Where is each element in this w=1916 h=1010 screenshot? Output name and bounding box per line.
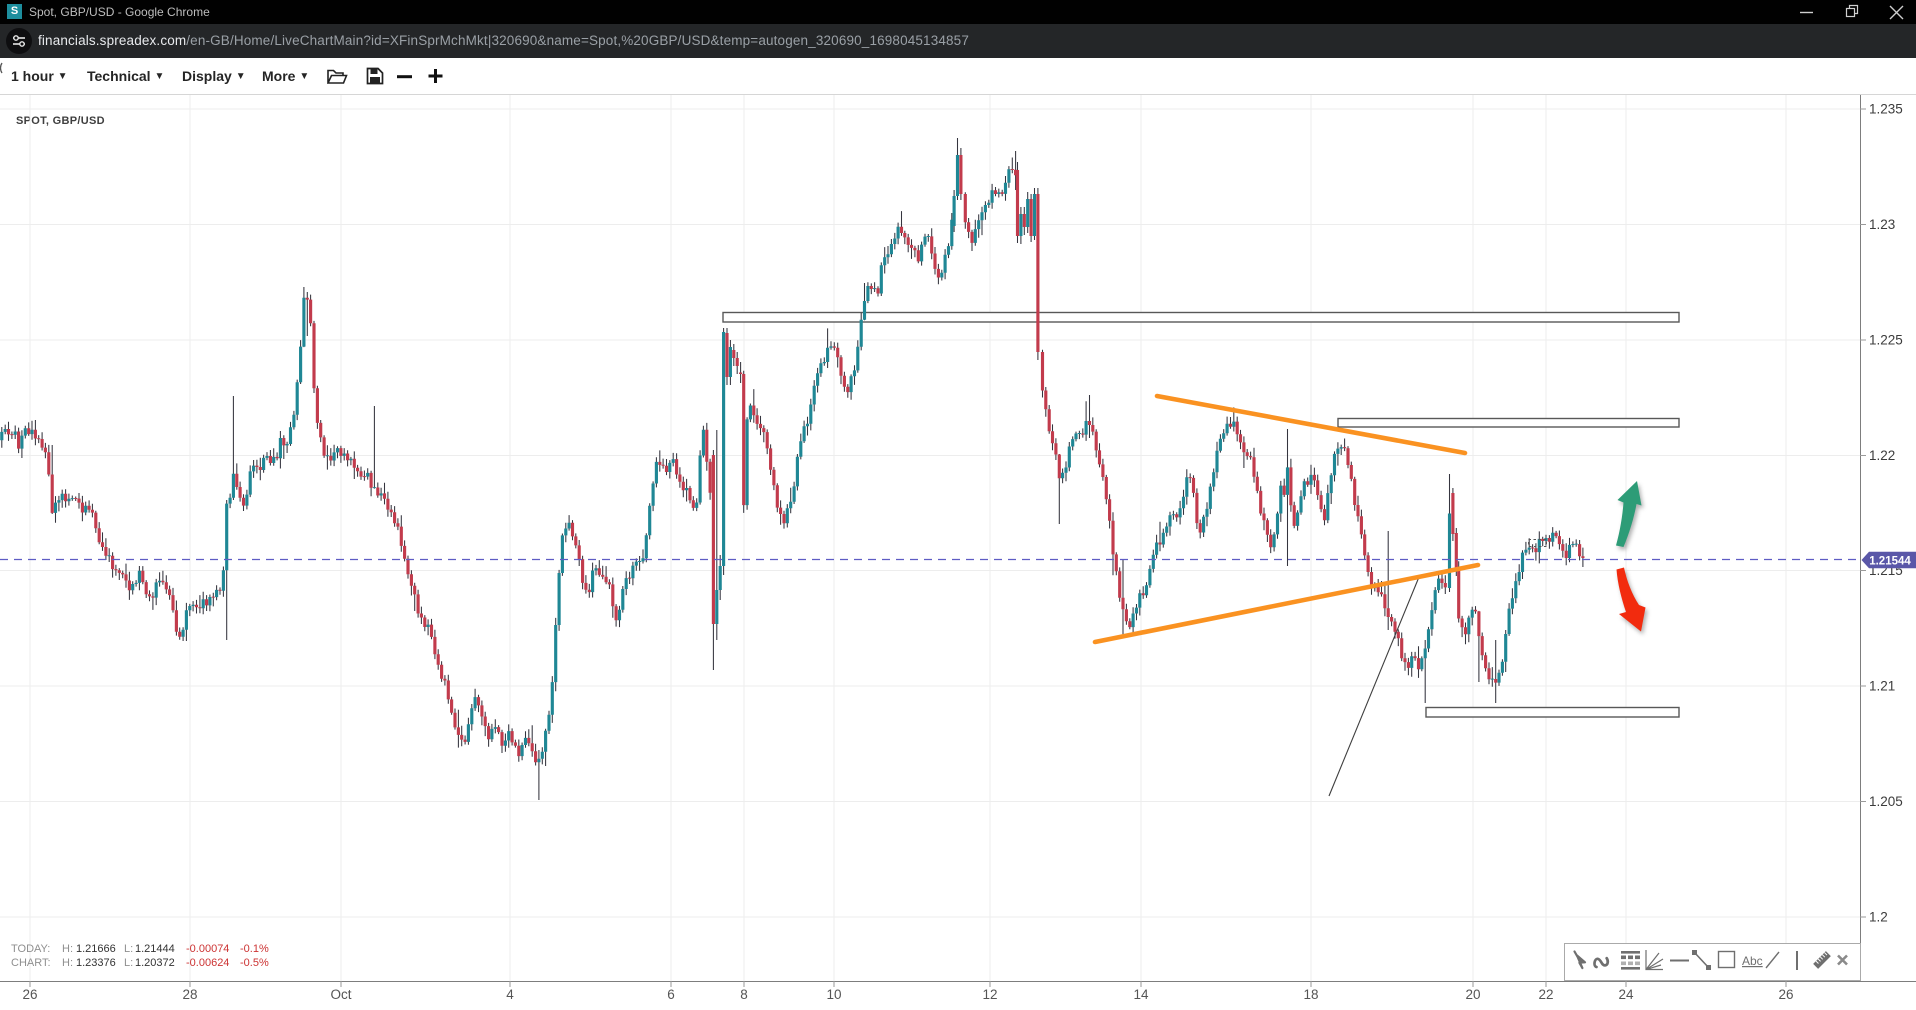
svg-text:10: 10 bbox=[826, 987, 841, 1002]
svg-text:26: 26 bbox=[1778, 987, 1793, 1002]
svg-text:1.21544: 1.21544 bbox=[1869, 556, 1911, 568]
svg-text:20: 20 bbox=[1465, 987, 1480, 1002]
svg-text:22: 22 bbox=[1538, 987, 1553, 1002]
svg-text:1.23: 1.23 bbox=[1869, 217, 1895, 232]
svg-text:12: 12 bbox=[982, 987, 997, 1002]
svg-text:1.21: 1.21 bbox=[1869, 679, 1895, 694]
svg-text:28: 28 bbox=[182, 987, 197, 1002]
svg-text:8: 8 bbox=[740, 987, 748, 1002]
svg-text:4: 4 bbox=[506, 987, 514, 1002]
svg-text:14: 14 bbox=[1133, 987, 1149, 1002]
svg-text:1.225: 1.225 bbox=[1869, 332, 1903, 347]
svg-text:6: 6 bbox=[667, 987, 675, 1002]
svg-text:24: 24 bbox=[1618, 987, 1634, 1002]
svg-text:18: 18 bbox=[1303, 987, 1318, 1002]
svg-text:1.22: 1.22 bbox=[1869, 448, 1895, 463]
svg-text:1.2: 1.2 bbox=[1869, 910, 1888, 925]
svg-text:1.235: 1.235 bbox=[1869, 102, 1903, 117]
svg-text:1.205: 1.205 bbox=[1869, 794, 1903, 809]
svg-text:Oct: Oct bbox=[330, 987, 351, 1002]
svg-text:Abc: Abc bbox=[1742, 954, 1763, 968]
svg-text:26: 26 bbox=[22, 987, 37, 1002]
